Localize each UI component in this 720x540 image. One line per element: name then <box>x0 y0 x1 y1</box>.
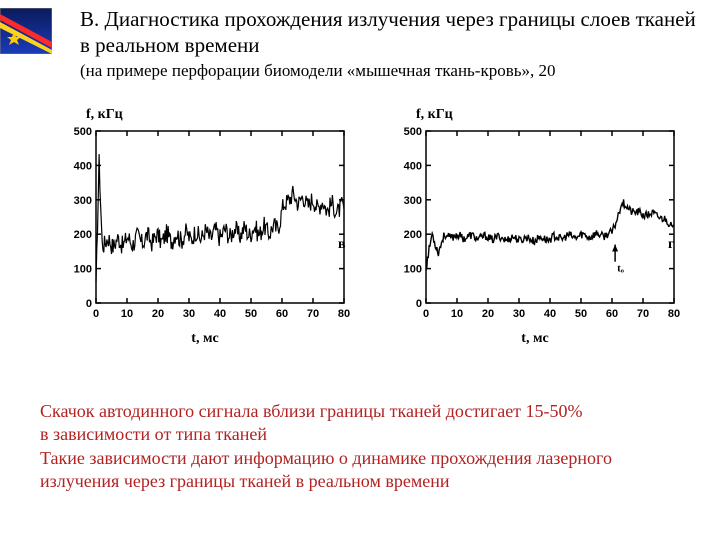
svg-text:20: 20 <box>482 308 494 320</box>
footer-line1: Скачок автодинного сигнала вблизи границ… <box>40 401 583 421</box>
svg-text:100: 100 <box>404 264 422 276</box>
chart-left-svg: 0 100 200 300 400 500 0 10 20 30 40 50 60 70 80 <box>60 125 350 325</box>
svg-text:300: 300 <box>74 195 92 207</box>
footer-line2: в зависимости от типа тканей <box>40 424 267 444</box>
x-axis-label: t, мс <box>521 331 548 347</box>
y-axis-label: f, кГц <box>86 107 123 123</box>
svg-text:200: 200 <box>404 229 422 241</box>
svg-text:0: 0 <box>423 308 429 320</box>
footer-text: Скачок автодинного сигнала вблизи границ… <box>40 400 680 494</box>
svg-text:40: 40 <box>544 308 556 320</box>
svg-text:80: 80 <box>668 308 680 320</box>
svg-text:0: 0 <box>86 298 92 310</box>
header-block: В. Диагностика прохождения излучения чер… <box>80 6 700 81</box>
svg-text:0: 0 <box>416 298 422 310</box>
footer-line3: Такие зависимости дают информацию о дина… <box>40 448 612 491</box>
svg-text:tₒ: tₒ <box>617 263 624 275</box>
svg-text:60: 60 <box>276 308 288 320</box>
svg-text:500: 500 <box>74 126 92 138</box>
svg-text:10: 10 <box>451 308 463 320</box>
ministry-logo <box>0 8 52 54</box>
svg-text:80: 80 <box>338 308 350 320</box>
panel-letter-left: в <box>338 237 346 253</box>
svg-text:200: 200 <box>74 229 92 241</box>
svg-text:100: 100 <box>74 264 92 276</box>
svg-text:50: 50 <box>245 308 257 320</box>
svg-text:0: 0 <box>93 308 99 320</box>
svg-text:20: 20 <box>152 308 164 320</box>
charts-row: f, кГц 010020030040050001020304050607080… <box>60 115 700 355</box>
svg-text:30: 30 <box>183 308 195 320</box>
svg-text:40: 40 <box>214 308 226 320</box>
page-subtitle: (на примере перфорации биомодели «мышечн… <box>80 61 700 81</box>
svg-text:400: 400 <box>74 160 92 172</box>
svg-text:70: 70 <box>307 308 319 320</box>
svg-text:60: 60 <box>606 308 618 320</box>
svg-text:300: 300 <box>404 195 422 207</box>
svg-text:10: 10 <box>121 308 133 320</box>
chart-right: f, кГц 010020030040050001020304050607080… <box>390 115 680 345</box>
svg-text:50: 50 <box>575 308 587 320</box>
svg-text:30: 30 <box>513 308 525 320</box>
svg-text:400: 400 <box>404 160 422 172</box>
chart-left: f, кГц 010020030040050001020304050607080… <box>60 115 350 345</box>
svg-text:70: 70 <box>637 308 649 320</box>
panel-letter-right: г <box>668 237 674 253</box>
y-axis-label: f, кГц <box>416 107 453 123</box>
chart-right-svg: 0 100 200 300 400 500 0 10 20 30 40 50 60 70 80 tₒ <box>390 125 680 325</box>
x-axis-label: t, мс <box>191 331 218 347</box>
svg-text:500: 500 <box>404 126 422 138</box>
page-title: В. Диагностика прохождения излучения чер… <box>80 6 700 59</box>
